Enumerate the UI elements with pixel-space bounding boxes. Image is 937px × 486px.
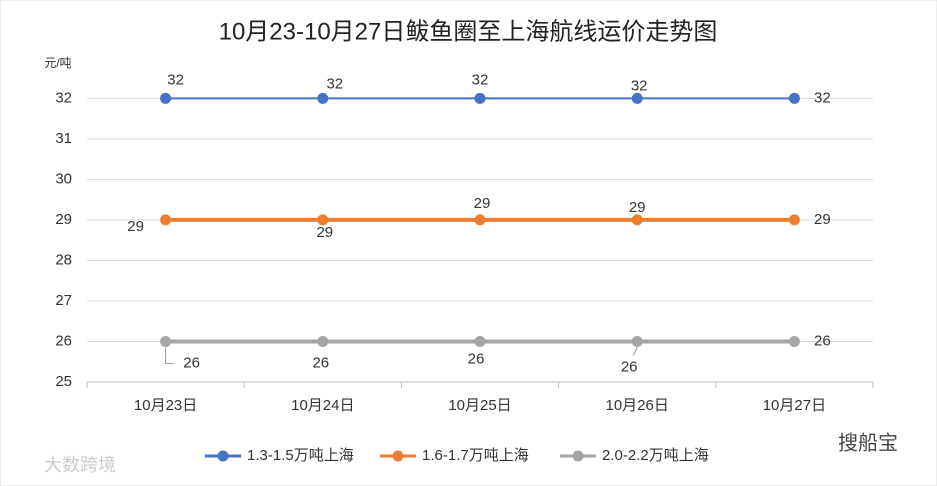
y-tick-label: 25 bbox=[55, 373, 72, 390]
point bbox=[631, 92, 643, 104]
point bbox=[317, 92, 329, 104]
legend-marker bbox=[572, 450, 584, 462]
data-label: 29 bbox=[127, 218, 144, 235]
y-tick-label: 31 bbox=[55, 130, 72, 147]
data-label: 32 bbox=[631, 77, 648, 94]
point bbox=[474, 335, 486, 347]
x-tick-label: 10月23日 bbox=[134, 397, 197, 414]
legend-marker bbox=[392, 450, 404, 462]
data-label: 29 bbox=[474, 195, 491, 212]
point bbox=[788, 335, 800, 347]
point bbox=[160, 214, 172, 226]
x-tick-label: 10月25日 bbox=[448, 397, 511, 414]
data-label: 26 bbox=[312, 354, 329, 371]
y-tick-label: 28 bbox=[55, 251, 72, 268]
point bbox=[474, 214, 486, 226]
x-tick-label: 10月24日 bbox=[291, 397, 354, 414]
data-label: 29 bbox=[316, 224, 333, 241]
point bbox=[788, 214, 800, 226]
data-label: 26 bbox=[183, 354, 200, 371]
y-tick-label: 26 bbox=[55, 332, 72, 349]
data-label: 26 bbox=[814, 332, 831, 349]
point bbox=[788, 92, 800, 104]
label-leader bbox=[165, 347, 174, 364]
point bbox=[474, 92, 486, 104]
point bbox=[631, 214, 643, 226]
legend-label: 1.3-1.5万吨上海 bbox=[247, 447, 354, 464]
legend-label: 1.6-1.7万吨上海 bbox=[422, 447, 529, 464]
point bbox=[631, 335, 643, 347]
data-label: 26 bbox=[468, 350, 485, 367]
label-leader bbox=[632, 347, 638, 356]
watermark: 搜船宝 bbox=[838, 431, 898, 454]
chart-title: 10月23-10月27日鲅鱼圈至上海航线运价走势图 bbox=[219, 18, 718, 45]
data-label: 32 bbox=[326, 75, 343, 92]
watermark: 大数跨境 bbox=[44, 455, 116, 475]
y-tick-label: 29 bbox=[55, 211, 72, 228]
y-axis-unit: 元/吨 bbox=[44, 56, 71, 70]
point bbox=[317, 335, 329, 347]
legend-marker bbox=[217, 450, 229, 462]
data-label: 29 bbox=[629, 199, 646, 216]
y-tick-label: 32 bbox=[55, 89, 72, 106]
data-label: 32 bbox=[814, 89, 831, 106]
data-label: 32 bbox=[167, 71, 184, 88]
point bbox=[160, 92, 172, 104]
point bbox=[160, 335, 172, 347]
data-label: 32 bbox=[472, 71, 489, 88]
y-tick-label: 27 bbox=[55, 292, 72, 309]
x-tick-label: 10月26日 bbox=[606, 397, 669, 414]
point bbox=[317, 214, 329, 226]
data-label: 29 bbox=[814, 211, 831, 228]
x-tick-label: 10月27日 bbox=[763, 397, 826, 414]
legend-label: 2.0-2.2万吨上海 bbox=[602, 447, 709, 464]
data-label: 26 bbox=[621, 358, 638, 375]
y-tick-label: 30 bbox=[55, 170, 72, 187]
